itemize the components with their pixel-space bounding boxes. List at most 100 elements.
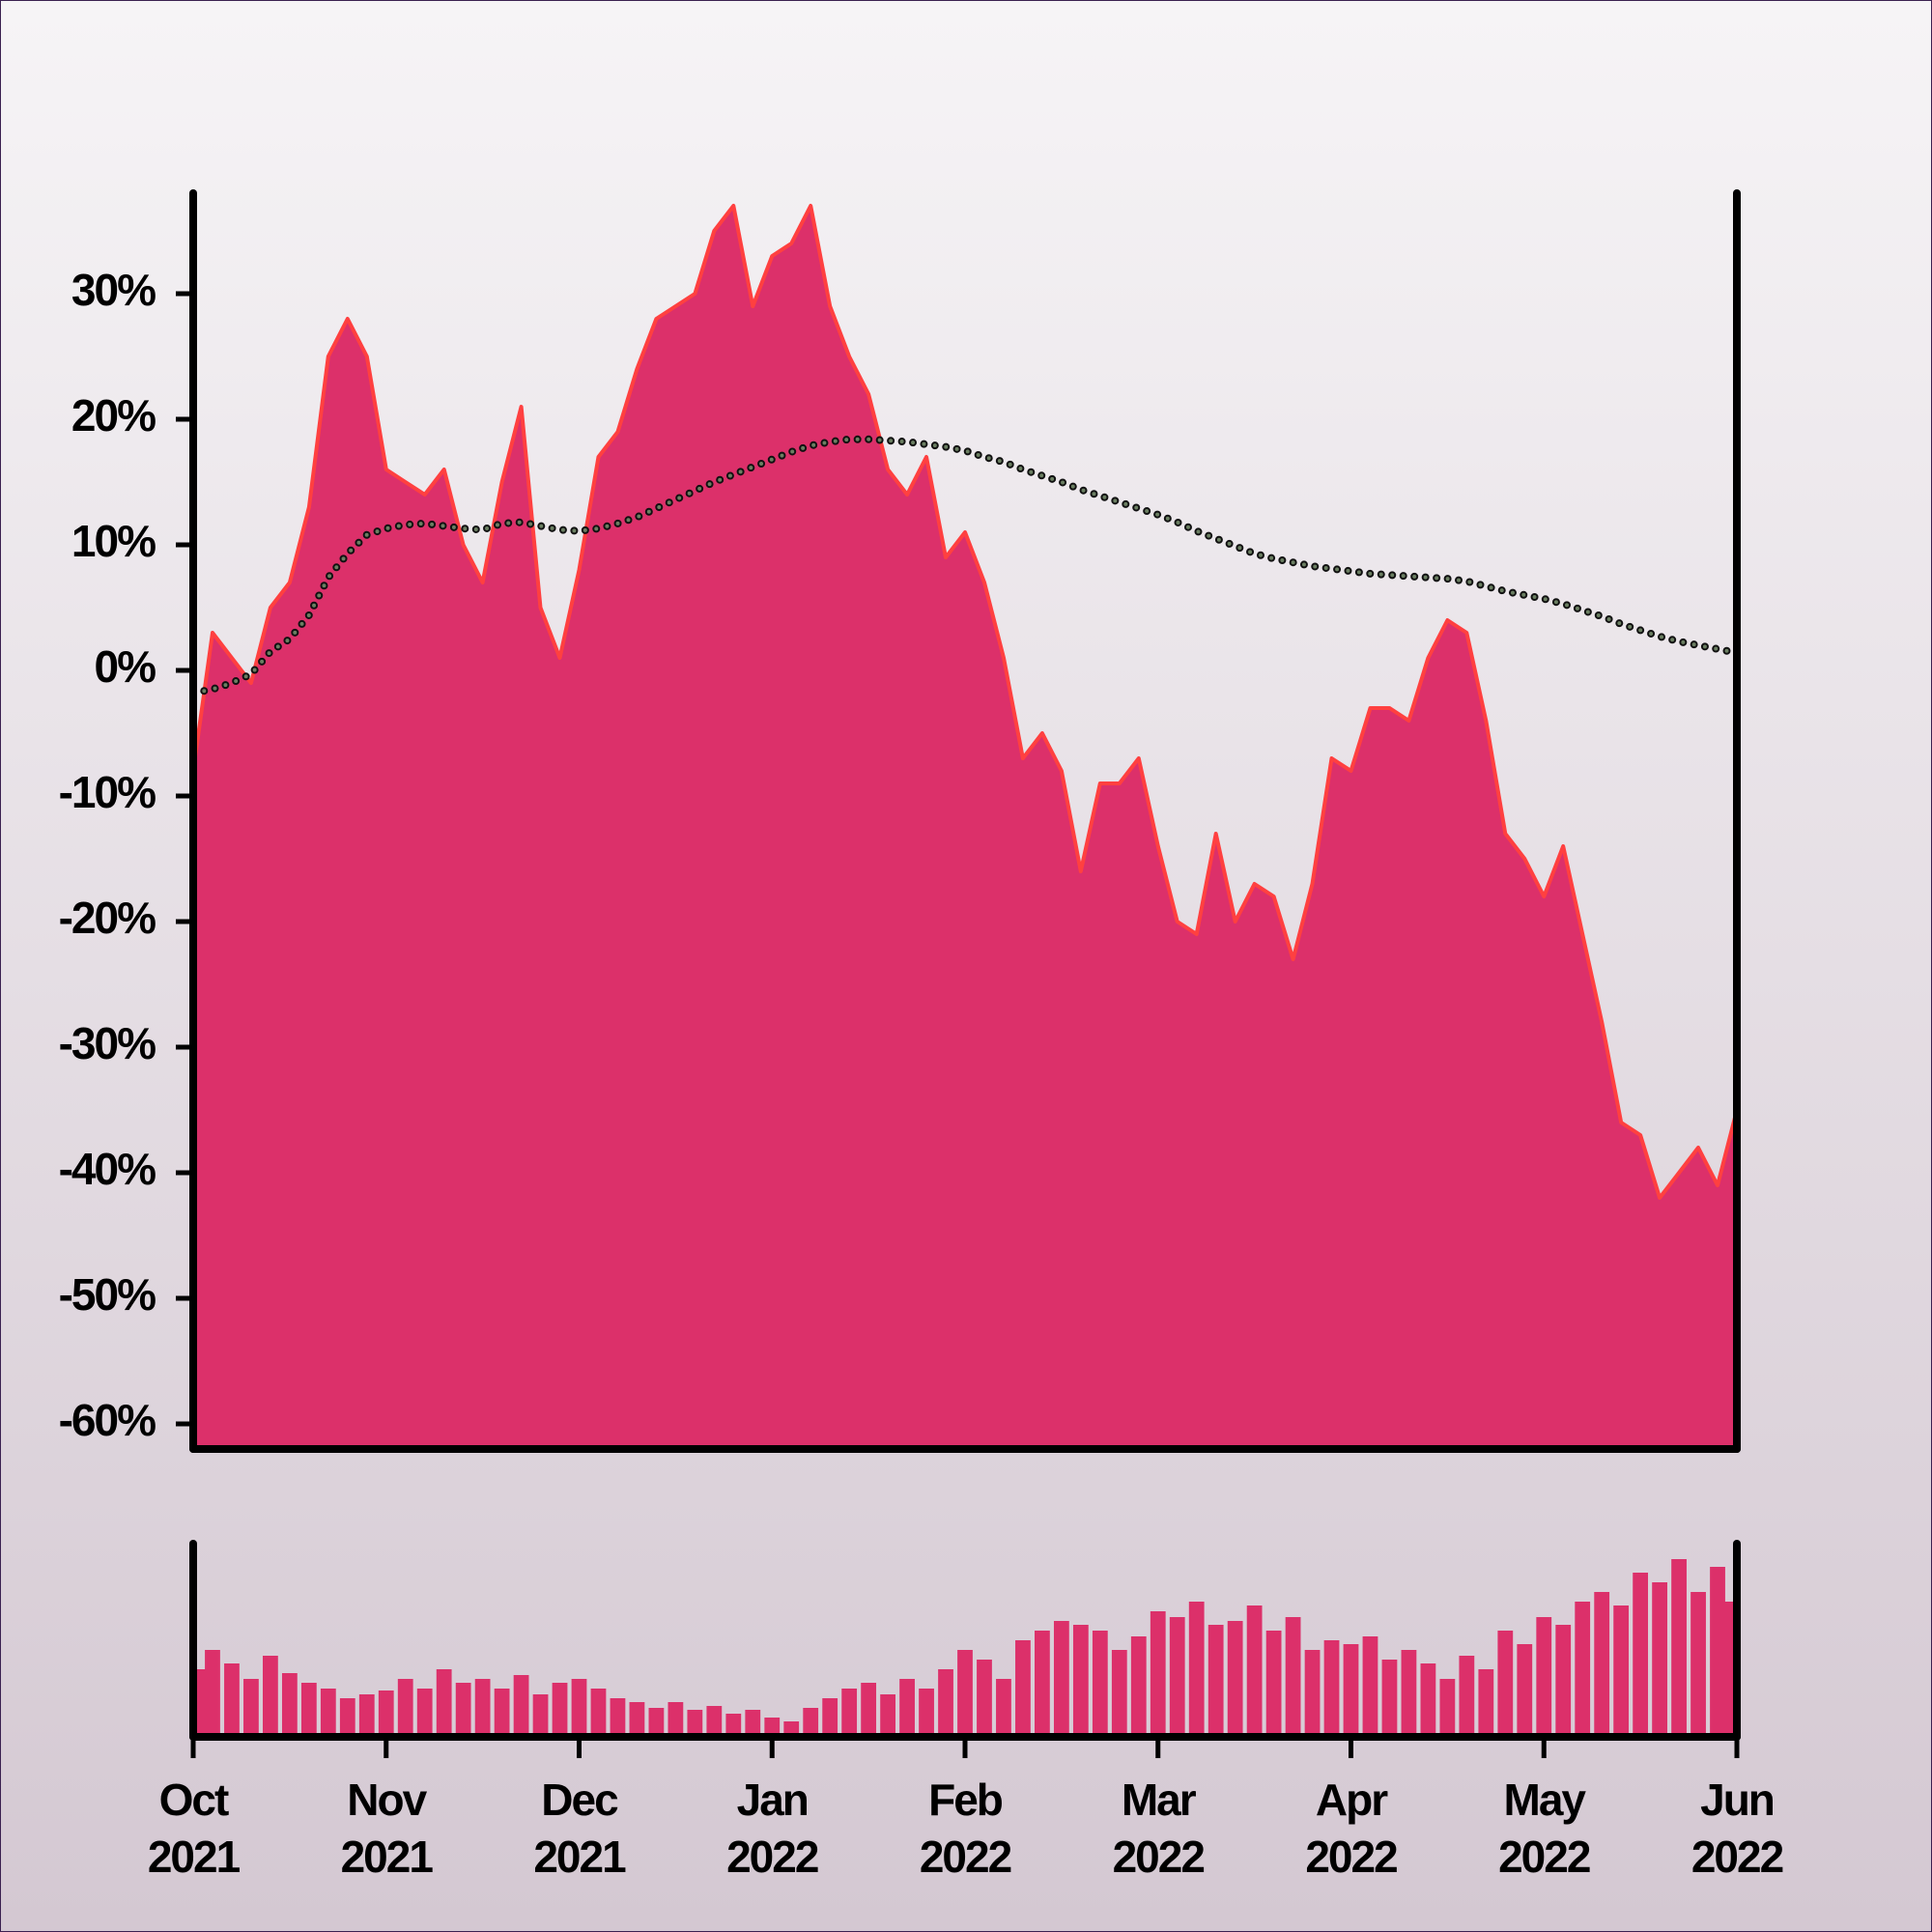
x-tick-label: Oct 2021 — [148, 1775, 241, 1882]
volume-bar — [1072, 1625, 1089, 1737]
y-tick-label: -20% — [59, 893, 156, 943]
volume-bar — [745, 1710, 761, 1737]
plot-layer: -60% -50% -40% -30% -20% -10% 0% 10% 20% 30% Oct 20… — [59, 189, 1785, 1882]
volume-bar — [436, 1669, 452, 1737]
volume-bar — [1285, 1617, 1301, 1737]
volume-bar — [1188, 1602, 1205, 1737]
volume-bar — [1035, 1631, 1050, 1737]
volume-bar — [590, 1689, 607, 1737]
x-tick-label-line: Mar — [1122, 1775, 1197, 1825]
volume-bar — [1227, 1621, 1243, 1737]
x-tick-label-line: May — [1504, 1775, 1587, 1825]
volume-bar — [880, 1694, 895, 1737]
volume-bar — [1169, 1617, 1185, 1737]
volume-bar — [1208, 1625, 1224, 1737]
volume-bar — [861, 1683, 877, 1737]
x-tick-label-line: 2022 — [1113, 1832, 1205, 1882]
volume-bar — [1459, 1656, 1475, 1737]
volume-bar — [378, 1690, 394, 1737]
volume-bar — [1246, 1605, 1263, 1737]
x-tick-label: Apr 2022 — [1305, 1775, 1397, 1882]
x-tick-label: Feb 2022 — [920, 1775, 1011, 1882]
volume-bar — [1536, 1617, 1552, 1737]
x-tick-label-line: 2021 — [341, 1832, 434, 1882]
area-outline — [191, 204, 1739, 1200]
volume-bar — [822, 1698, 838, 1737]
area — [193, 206, 1737, 1449]
volume-bar — [629, 1702, 645, 1737]
volume-bar — [938, 1669, 953, 1737]
volume-bar — [1401, 1650, 1417, 1737]
volume-bar — [668, 1702, 684, 1737]
volume-bar — [1150, 1611, 1166, 1737]
volume-bar — [474, 1679, 491, 1737]
x-tick-label-line: 2021 — [148, 1832, 241, 1882]
x-tick-label-line: Nov — [347, 1775, 427, 1825]
x-tick-label: May 2022 — [1498, 1775, 1590, 1882]
volume-bar — [1633, 1573, 1649, 1737]
volume-bar — [648, 1708, 665, 1737]
volume-bar — [1478, 1669, 1494, 1737]
volume-bar — [706, 1706, 723, 1737]
volume-bar — [687, 1710, 703, 1737]
y-tick-label: 0% — [95, 641, 156, 692]
y-tick-label: -60% — [59, 1395, 156, 1445]
volume-bar — [281, 1673, 298, 1737]
volume-bar — [1497, 1631, 1514, 1737]
moving-average-dots — [191, 437, 1739, 696]
volume-bar — [1420, 1663, 1436, 1737]
volume-bar — [494, 1689, 510, 1737]
x-tick-label-line: 2022 — [1691, 1832, 1783, 1882]
x-tick-label: Jun 2022 — [1691, 1775, 1783, 1882]
volume-bar — [263, 1656, 278, 1737]
volume-bar — [1362, 1636, 1378, 1737]
volume-bar — [243, 1679, 259, 1737]
volume-bar — [571, 1679, 587, 1737]
volume-bar — [513, 1675, 529, 1737]
y-tick-label: -30% — [59, 1018, 156, 1068]
volume-bar — [803, 1708, 819, 1737]
volume-bar — [1555, 1625, 1572, 1737]
volume-bar — [1381, 1660, 1398, 1737]
x-tick-label: Nov 2021 — [341, 1775, 434, 1882]
volume-bar — [919, 1689, 934, 1737]
volume-bar — [1575, 1602, 1591, 1737]
volume-bar — [224, 1663, 240, 1737]
x-tick-label: Mar 2022 — [1113, 1775, 1205, 1882]
x-tick-label-line: Feb — [928, 1775, 1003, 1825]
volume-bar — [1613, 1605, 1630, 1737]
volume-bar — [1439, 1679, 1456, 1737]
x-tick-label-line: 2022 — [726, 1832, 818, 1882]
volume-bar — [1130, 1636, 1147, 1737]
x-tick-label: Jan 2022 — [726, 1775, 818, 1882]
y-tick-label: -50% — [59, 1269, 156, 1320]
y-tick-label: -10% — [59, 767, 156, 817]
volume-bar — [1652, 1582, 1667, 1737]
volume-bar — [1343, 1644, 1359, 1737]
volume-bar — [416, 1689, 433, 1737]
x-tick-label-line: Oct — [159, 1775, 229, 1825]
volume-bar — [1111, 1650, 1127, 1737]
volume-bar — [996, 1679, 1011, 1737]
volume-bar — [1671, 1559, 1687, 1737]
x-tick-label-line: Dec — [541, 1775, 618, 1825]
volume-bar — [1015, 1640, 1031, 1737]
volume-bar — [397, 1679, 413, 1737]
x-tick-label-line: 2022 — [1498, 1832, 1590, 1882]
y-tick-label: -40% — [59, 1144, 156, 1194]
volume-bar — [339, 1698, 355, 1737]
x-tick-label: Dec 2021 — [533, 1775, 626, 1882]
volume-bar — [1517, 1644, 1533, 1737]
volume-bar — [1690, 1592, 1706, 1737]
volume-bar — [1265, 1631, 1282, 1737]
volume-bar — [455, 1683, 471, 1737]
volume-bar — [532, 1694, 549, 1737]
volume-bar — [610, 1698, 626, 1737]
x-tick-label-line: Apr — [1316, 1775, 1388, 1825]
volume-bar — [957, 1650, 973, 1737]
volume-bar — [1092, 1631, 1108, 1737]
volume-bar — [1323, 1640, 1340, 1737]
volume-bar — [725, 1714, 742, 1737]
volume-bar — [977, 1660, 992, 1737]
